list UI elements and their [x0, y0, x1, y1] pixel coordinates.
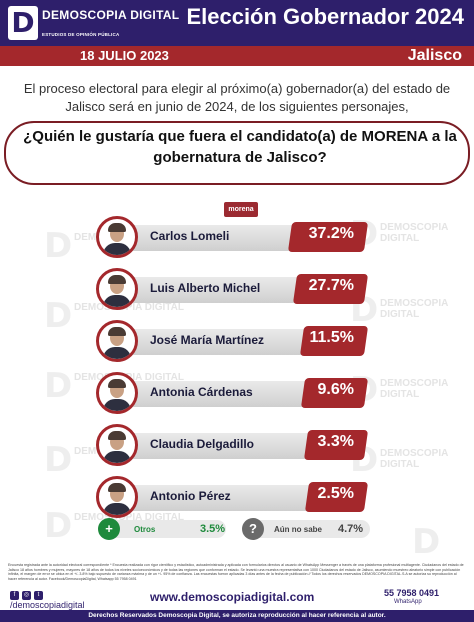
watermark-logo-icon: D	[44, 506, 73, 546]
watermark-logo-icon: D	[44, 226, 73, 266]
candidate-row: Claudia Delgadillo 3.3%	[96, 424, 369, 466]
candidate-photo	[96, 268, 138, 310]
photo-hair	[108, 275, 126, 284]
others-item: + Otros 3.5%	[98, 518, 230, 542]
candidate-photo	[96, 372, 138, 414]
whatsapp-label: WhatsApp	[394, 599, 422, 605]
photo-hair	[108, 483, 126, 492]
watermark-brand: DEMOSCOPIA DIGITAL	[380, 448, 448, 470]
facebook-icon: f	[10, 591, 19, 600]
photo-body	[103, 347, 131, 359]
candidate-row: Carlos Lomeli 37.2%	[96, 216, 369, 258]
undecided-value: 4.7%	[338, 523, 364, 535]
photo-body	[103, 503, 131, 515]
undecided-label: Aún no sabe	[274, 525, 323, 534]
question-frame	[4, 121, 470, 185]
candidate-row: Antonio Pérez 2.5%	[96, 476, 369, 518]
photo-body	[103, 295, 131, 307]
others-value: 3.5%	[200, 523, 226, 535]
watermark-brand: DEMOSCOPIA DIGITAL	[380, 378, 448, 400]
survey-question: ¿Quién le gustaría que fuera el candidat…	[23, 128, 457, 166]
photo-hair	[108, 431, 126, 440]
others-label: Otros	[134, 525, 156, 534]
twitter-icon: t	[34, 591, 43, 600]
candidate-name: Claudia Delgadillo	[150, 437, 255, 451]
candidate-name: Antonio Pérez	[150, 489, 231, 503]
watermark-logo-icon: D	[44, 296, 73, 336]
undecided-item: ? Aún no sabe 4.7%	[242, 518, 374, 542]
intro-text: El proceso electoral para elegir al próx…	[23, 81, 451, 114]
party-badge: morena	[224, 202, 258, 217]
watermark-logo-icon: D	[412, 522, 441, 562]
watermark-brand: DEMOSCOPIA DIGITAL	[74, 302, 184, 313]
plus-icon: +	[98, 518, 120, 540]
candidate-row: Antonia Cárdenas 9.6%	[96, 372, 369, 414]
watermark-brand: DEMOSCOPIA DIGITAL	[74, 512, 184, 523]
data-label: 27.7%	[308, 277, 354, 294]
candidate-name: José María Martínez	[150, 333, 265, 347]
candidate-row: Luis Alberto Michel 27.7%	[96, 268, 369, 310]
candidate-row: José María Martínez 11.5%	[96, 320, 369, 362]
undecided-pill	[244, 520, 370, 538]
header-bar: D DEMOSCOPIA DIGITAL ESTUDIOS DE OPINIÓN…	[0, 0, 474, 46]
phone-number: 55 7958 0491	[384, 588, 440, 598]
photo-hair	[108, 379, 126, 388]
date-bar: 18 JULIO 2023 Jalisco	[0, 46, 474, 66]
watermark-brand: DEMOSCOPIA DIGITAL	[380, 298, 448, 320]
watermark-logo-icon: D	[44, 366, 73, 406]
photo-hair	[108, 327, 126, 336]
instagram-icon: ◎	[22, 591, 31, 600]
candidate-name: Luis Alberto Michel	[150, 281, 261, 295]
photo-hair	[108, 223, 126, 232]
website-link[interactable]: www.demoscopiadigital.com	[150, 590, 315, 604]
brand-name: DEMOSCOPIA DIGITAL	[42, 8, 180, 22]
watermark-logo-icon: D	[44, 440, 73, 480]
data-label: 9.6%	[317, 381, 354, 398]
logo-icon: D	[8, 6, 38, 40]
methodology-note: Encuesta registrada ante la autoridad el…	[8, 563, 464, 581]
watermark-brand: DEMOSCOPIA DIGITAL	[380, 222, 448, 244]
others-pill	[100, 520, 226, 538]
candidate-photo	[96, 216, 138, 258]
candidate-photo	[96, 320, 138, 362]
photo-body	[103, 399, 131, 411]
brand-subtitle: ESTUDIOS DE OPINIÓN PÚBLICA	[42, 32, 120, 37]
social-handle[interactable]: /demoscopiadigital	[10, 600, 85, 610]
state-name: Jalisco	[407, 47, 462, 64]
data-label: 11.5%	[309, 329, 354, 346]
social-handles: f ◎ t /demoscopiadigital	[10, 588, 85, 610]
question-mark-icon: ?	[242, 518, 264, 540]
candidate-photo	[96, 476, 138, 518]
candidate-name: Carlos Lomeli	[150, 229, 230, 243]
photo-body	[103, 243, 131, 255]
page-title: Elección Gobernador 2024	[186, 4, 464, 29]
data-label: 37.2%	[308, 225, 354, 242]
candidate-photo	[96, 424, 138, 466]
publication-date: 18 JULIO 2023	[80, 48, 169, 63]
data-label: 3.3%	[317, 433, 354, 450]
footer-bar: Derechos Reservados Demoscopia Digital, …	[0, 610, 474, 622]
data-label: 2.5%	[317, 485, 354, 502]
photo-body	[103, 451, 131, 463]
candidate-name: Antonia Cárdenas	[150, 385, 253, 399]
